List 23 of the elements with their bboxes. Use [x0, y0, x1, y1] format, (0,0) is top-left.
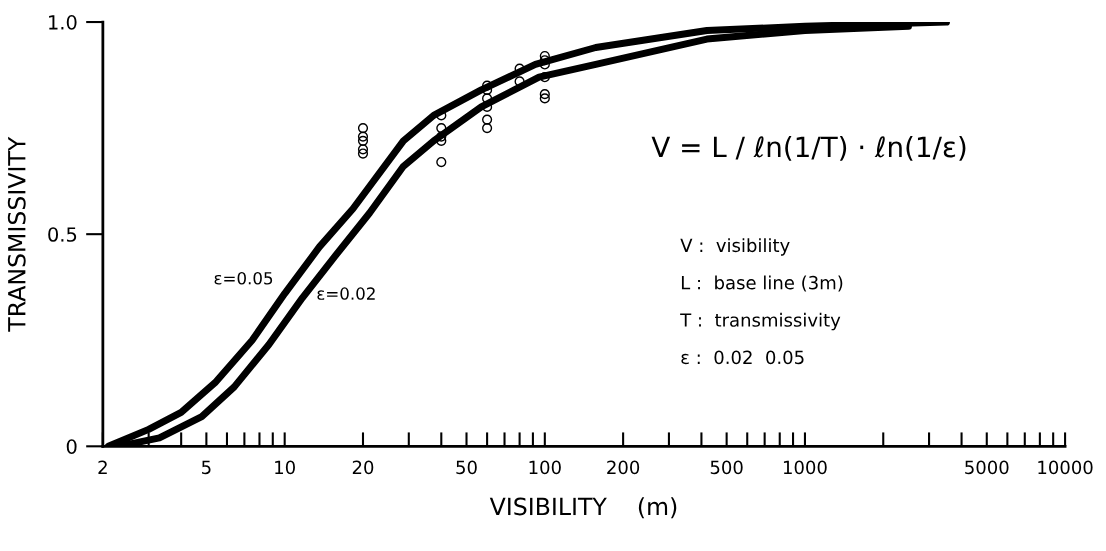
y-tick-label: 1.0 — [49, 15, 77, 30]
x-tick-label: 5000 — [965, 460, 1009, 475]
x-axis-title: VISIBILITY (m) — [489, 497, 677, 519]
annotation: L : base line (3m) — [681, 275, 843, 292]
x-tick-label: 20 — [352, 460, 374, 475]
annotation: V = L / ℓn(1/T) · ℓn(1/ε) — [651, 135, 966, 161]
annotation: ε : 0.02 0.05 — [681, 350, 804, 365]
y-tick-label: 0.5 — [48, 227, 77, 242]
x-tick-label: 5 — [202, 460, 211, 475]
series-label: ε=0.05 — [214, 271, 273, 285]
x-tick-label: 200 — [607, 460, 640, 475]
x-tick-label: 10 — [275, 460, 295, 475]
x-tick-label: 10000 — [1038, 460, 1093, 475]
annotation: V : visibility — [680, 238, 790, 256]
series-label: ε=0.02 — [317, 287, 375, 300]
annotation: T : transmissivity — [680, 312, 841, 331]
x-tick-label: 2 — [98, 460, 107, 474]
y-axis-title: TRANSMISSIVITY — [7, 136, 26, 332]
x-tick-label: 50 — [456, 460, 477, 475]
y-tick-label: 0 — [66, 439, 77, 454]
x-tick-label: 1000 — [783, 460, 827, 475]
x-tick-label: 500 — [710, 460, 743, 475]
x-tick-label: 100 — [529, 460, 561, 475]
